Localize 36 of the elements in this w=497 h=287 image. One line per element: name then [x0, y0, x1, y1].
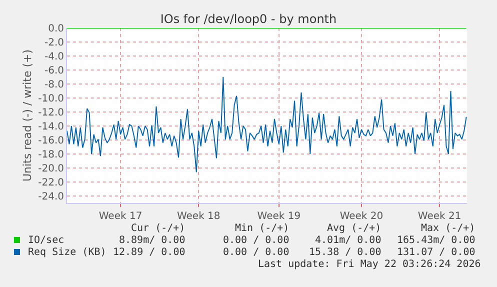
text: Min (-/+) [235, 223, 290, 234]
y-tick-label: -16.0 [38, 136, 64, 146]
text: Last update: Fri May 22 03:26:24 2026 [258, 259, 481, 270]
text: 12.89 / 0.00 [113, 247, 186, 258]
chart-title: IOs for /dev/loop0 - by month [160, 12, 337, 26]
y-tick-label: -4.0 [44, 52, 64, 62]
x-tick-label: Week 19 [257, 211, 301, 222]
y-tick-label: -22.0 [38, 178, 64, 188]
text: 131.07 / 0.00 [397, 247, 476, 258]
y-tick-label: -18.0 [38, 150, 64, 160]
legend-label: IO/sec [28, 235, 64, 246]
x-tick-label: Week 18 [176, 211, 220, 222]
text: 4.01m/ 0.00 [315, 235, 382, 246]
text: 8.89m/ 0.00 [119, 235, 186, 246]
text: Avg (-/+) [327, 223, 382, 234]
text: 0.00 / 0.00 [223, 247, 290, 258]
y-tick-label: -6.0 [44, 66, 64, 76]
line-series [67, 76, 467, 173]
y-axis-title: Units read (-) / write (+) [20, 49, 34, 182]
y-tick-label: -20.0 [38, 164, 64, 174]
y-tick-label: -12.0 [38, 108, 64, 118]
y-tick-label: -8.0 [44, 80, 64, 90]
text: 0.00 / 0.00 [223, 235, 290, 246]
x-tick-label: Week 21 [418, 211, 462, 222]
text: Cur (-/+) [131, 223, 186, 234]
text: Max (-/+) [421, 223, 476, 234]
y-tick-label: -24.0 [38, 192, 64, 202]
text: 15.38 / 0.00 [309, 247, 382, 258]
x-tick-label: Week 20 [340, 211, 384, 222]
legend-label: Req Size (KB) [28, 247, 106, 258]
y-tick-label: -10.0 [38, 94, 64, 104]
text: 165.43m/ 0.00 [397, 235, 476, 246]
y-tick-label: -14.0 [38, 122, 64, 132]
y-tick-label: -2.0 [44, 38, 64, 48]
x-tick-label: Week 17 [98, 211, 142, 222]
y-tick-label: 0.0 [48, 24, 64, 34]
